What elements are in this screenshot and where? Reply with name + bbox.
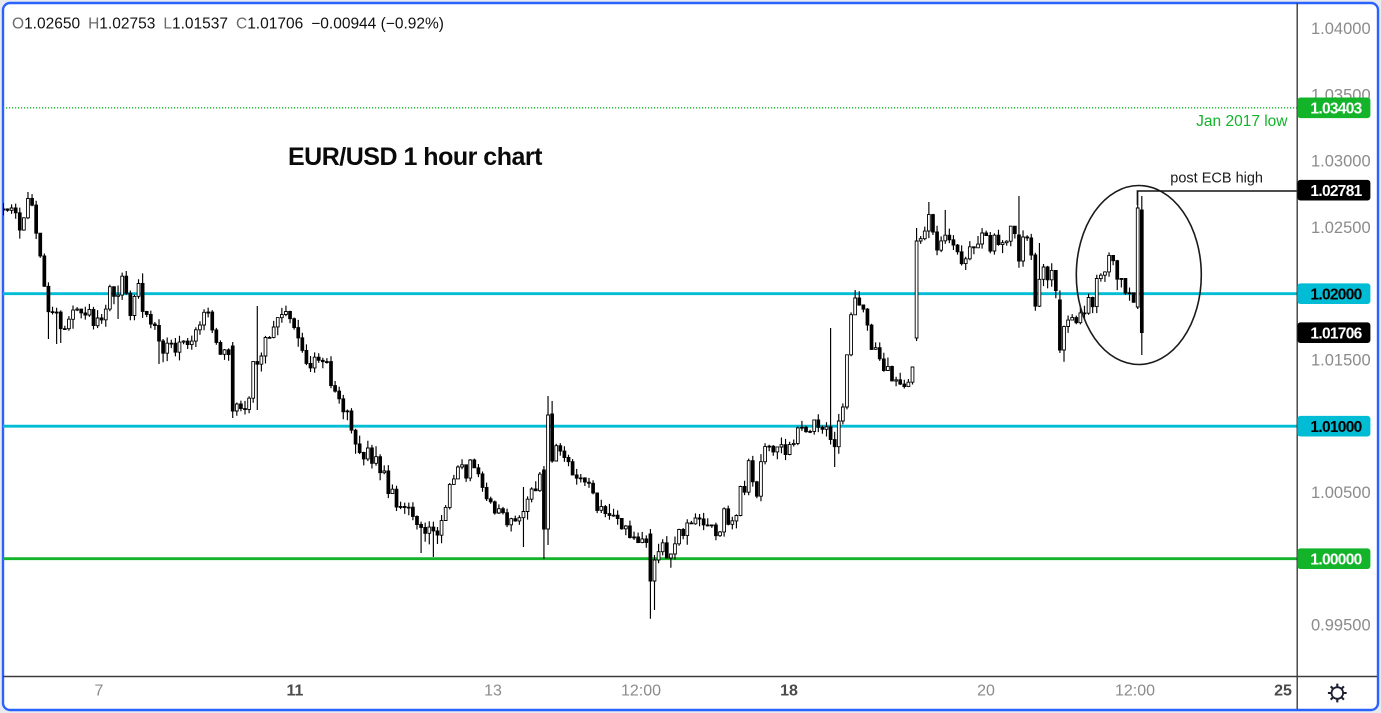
svg-text:18: 18 (780, 683, 798, 700)
svg-text:25: 25 (1274, 683, 1292, 700)
svg-text:1.02781: 1.02781 (1310, 183, 1362, 200)
svg-text:20: 20 (977, 683, 995, 700)
svg-text:1.02000: 1.02000 (1310, 286, 1361, 303)
svg-text:post ECB high: post ECB high (1170, 171, 1263, 187)
svg-text:12:00: 12:00 (1115, 683, 1155, 700)
svg-text:13: 13 (484, 683, 502, 700)
svg-text:1.03000: 1.03000 (1311, 153, 1371, 171)
svg-text:1.00000: 1.00000 (1310, 551, 1361, 568)
svg-text:11: 11 (287, 683, 304, 700)
svg-text:1.01500: 1.01500 (1311, 352, 1371, 370)
svg-text:1.01706: 1.01706 (1310, 325, 1362, 342)
svg-text:12:00: 12:00 (621, 683, 661, 700)
svg-text:1.02500: 1.02500 (1311, 219, 1371, 237)
svg-text:1.04000: 1.04000 (1311, 20, 1371, 38)
svg-text:EUR/USD 1 hour chart: EUR/USD 1 hour chart (288, 143, 543, 171)
svg-text:Jan 2017 low: Jan 2017 low (1196, 113, 1288, 130)
svg-text:1.03403: 1.03403 (1310, 100, 1362, 117)
svg-text:1.00500: 1.00500 (1311, 484, 1371, 502)
svg-text:7: 7 (95, 683, 104, 700)
svg-text:0.99500: 0.99500 (1311, 617, 1371, 635)
svg-text:1.01000: 1.01000 (1310, 419, 1361, 436)
